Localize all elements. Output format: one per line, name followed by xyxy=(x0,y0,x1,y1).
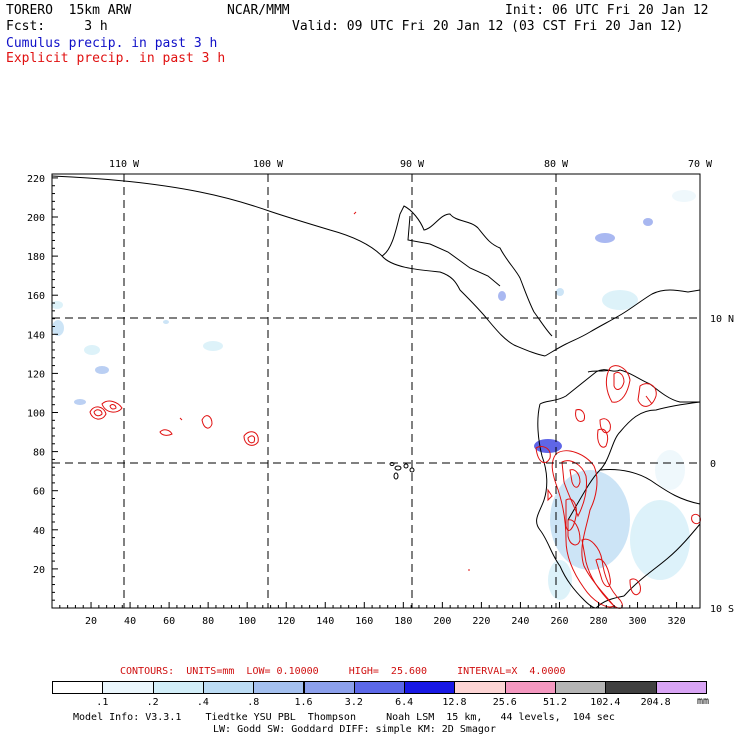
y-tick-label: 60 xyxy=(33,487,45,498)
colorbar-label: 1.6 xyxy=(294,697,313,708)
lon-label: 80 W xyxy=(544,159,569,170)
y-tick-label: 140 xyxy=(27,330,45,341)
cumulus-precip-shading xyxy=(51,190,696,600)
x-tick-label: 300 xyxy=(629,616,647,627)
map-frame xyxy=(51,173,701,609)
colorbar-label: .8 xyxy=(247,697,260,708)
colorbar-swatch xyxy=(303,681,355,694)
x-tick-label: 200 xyxy=(433,616,451,627)
colorbar-label: 12.8 xyxy=(442,697,467,708)
x-tick-label: 220 xyxy=(472,616,490,627)
colorbar-label: 3.2 xyxy=(344,697,363,708)
colorbar-swatch xyxy=(605,681,657,694)
physics-info: LW: Godd SW: Goddard DIFF: simple KM: 2D… xyxy=(213,724,496,735)
colorbar-label: 204.8 xyxy=(640,697,671,708)
colorbar-label: .2 xyxy=(146,697,159,708)
lat-lon-grid xyxy=(52,174,700,608)
coastlines xyxy=(51,175,701,609)
y-tick-label: 220 xyxy=(27,174,45,185)
colorbar-swatch xyxy=(404,681,456,694)
y-tick-label: 120 xyxy=(27,369,45,380)
x-tick-label: 20 xyxy=(85,616,97,627)
colorbar-swatch xyxy=(504,681,556,694)
x-tick-label: 120 xyxy=(277,616,295,627)
x-tick-label: 240 xyxy=(511,616,529,627)
colorbar-label: 25.6 xyxy=(492,697,517,708)
colorbar-label: 102.4 xyxy=(590,697,621,708)
colorbar-label: 51.2 xyxy=(543,697,568,708)
lat-label: 0 xyxy=(710,459,716,470)
x-tick-label: 280 xyxy=(589,616,607,627)
y-tick-label: 180 xyxy=(27,252,45,263)
legend-cumulus: Cumulus precip. in past 3 h xyxy=(6,36,218,51)
lon-label: 90 W xyxy=(400,159,425,170)
legend-explicit: Explicit precip. in past 3 h xyxy=(6,51,226,66)
y-tick-label: 20 xyxy=(33,565,45,576)
colorbar-swatch xyxy=(152,681,204,694)
x-tick-label: 100 xyxy=(238,616,256,627)
colorbar-swatch xyxy=(555,681,607,694)
y-tick-label: 160 xyxy=(27,291,45,302)
x-tick-label: 180 xyxy=(394,616,412,627)
colorbar-swatch xyxy=(52,681,104,694)
colorbar-label: 6.4 xyxy=(395,697,414,708)
colorbar-swatch xyxy=(655,681,707,694)
colorbar-swatch xyxy=(253,681,305,694)
y-tick-label: 40 xyxy=(33,526,45,537)
contour-info: CONTOURS: UNITS=mm LOW= 0.10000 HIGH= 25… xyxy=(120,666,566,677)
lat-label: 10 N xyxy=(710,314,734,325)
organization-label: NCAR/MMM xyxy=(227,3,290,18)
x-tick-label: 40 xyxy=(124,616,136,627)
x-tick-label: 140 xyxy=(316,616,334,627)
y-tick-label: 200 xyxy=(27,213,45,224)
model-info: Model Info: V3.3.1 Tiedtke YSU PBL Thomp… xyxy=(73,712,615,723)
x-tick-label: 80 xyxy=(202,616,214,627)
lon-label: 100 W xyxy=(253,159,284,170)
y-tick-label: 80 xyxy=(33,448,45,459)
model-title: TORERO 15km ARW xyxy=(6,3,132,18)
lat-label: 10 S xyxy=(710,604,734,615)
axis-tick-labels: 20 40 60 80 100 120 140 160 180 200 220 240 260 280 30… xyxy=(27,159,734,627)
colorbar-swatch xyxy=(202,681,255,694)
valid-time: Valid: 09 UTC Fri 20 Jan 12 (03 CST Fri … xyxy=(292,19,684,34)
colorbar-swatch xyxy=(454,681,506,694)
lon-label: 110 W xyxy=(109,159,140,170)
explicit-precip-contours xyxy=(89,211,701,609)
x-tick-label: 60 xyxy=(163,616,175,627)
galapagos-islands xyxy=(389,462,415,480)
colorbar-swatch xyxy=(102,681,154,694)
forecast-hour: Fcst: 3 h xyxy=(6,19,108,34)
colorbar-swatch xyxy=(353,681,406,694)
colorbar-label: .1 xyxy=(96,697,109,708)
lon-label: 70 W xyxy=(688,159,713,170)
y-tick-label: 100 xyxy=(27,409,45,420)
init-time: Init: 06 UTC Fri 20 Jan 12 xyxy=(505,3,709,18)
x-tick-label: 320 xyxy=(668,616,686,627)
colorbar-label: .4 xyxy=(196,697,209,708)
axis-ticks xyxy=(52,174,701,608)
x-tick-label: 160 xyxy=(355,616,373,627)
x-tick-label: 260 xyxy=(550,616,568,627)
colorbar-unit: mm xyxy=(697,696,710,707)
